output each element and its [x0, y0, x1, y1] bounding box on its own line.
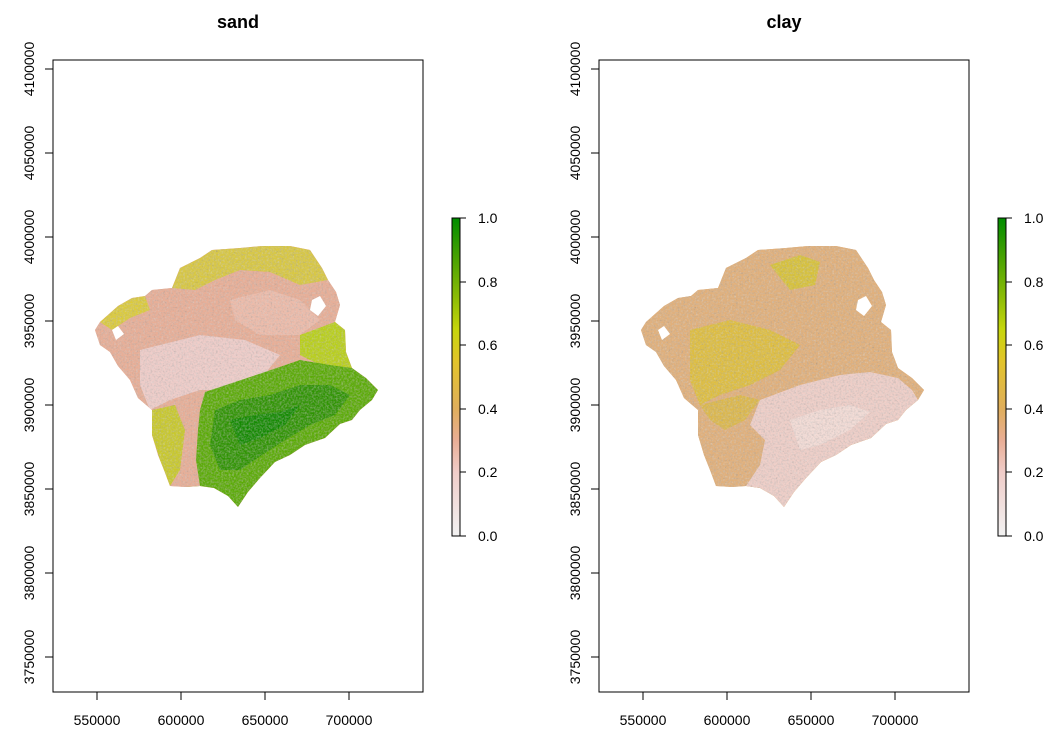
y-tick-label: 4050000 — [567, 126, 583, 181]
legend-tick-label: 0.0 — [1024, 528, 1044, 544]
y-tick-label: 4000000 — [567, 210, 583, 265]
y-tick-label: 3900000 — [21, 378, 37, 433]
panel-clay: clay — [567, 12, 1044, 728]
x-axis: 550000 600000 650000 700000 — [74, 692, 373, 728]
y-tick-label: 3900000 — [567, 378, 583, 433]
x-tick-label: 600000 — [704, 712, 751, 728]
y-tick-label: 3850000 — [21, 462, 37, 517]
legend-tick-label: 0.6 — [1024, 337, 1044, 353]
color-legend: 0.0 0.2 0.4 0.6 0.8 1.0 — [997, 210, 1044, 544]
legend-tick-label: 0.2 — [1024, 464, 1044, 480]
x-tick-label: 550000 — [620, 712, 667, 728]
x-tick-label: 650000 — [788, 712, 835, 728]
plot-frame — [598, 59, 970, 693]
x-tick-label: 650000 — [242, 712, 289, 728]
legend-tick-label: 0.4 — [1024, 401, 1044, 417]
raster-map — [641, 246, 924, 507]
x-tick-label: 700000 — [872, 712, 919, 728]
legend-tick-label: 1.0 — [478, 210, 498, 226]
legend-tick-label: 0.2 — [478, 464, 498, 480]
y-tick-label: 3950000 — [567, 294, 583, 349]
x-tick-label: 550000 — [74, 712, 121, 728]
chart-title: sand — [217, 12, 259, 32]
x-tick-label: 700000 — [326, 712, 373, 728]
legend-colorbar — [997, 217, 1007, 537]
legend-colorbar — [451, 217, 461, 537]
y-tick-label: 4000000 — [21, 210, 37, 265]
color-legend: 0.0 0.2 0.4 0.6 0.8 1.0 — [451, 210, 498, 544]
y-axis: 3750000 3800000 3850000 3900000 3950000 … — [21, 42, 53, 685]
y-tick-label: 3800000 — [567, 546, 583, 601]
y-tick-label: 3950000 — [21, 294, 37, 349]
y-tick-label: 4050000 — [21, 126, 37, 181]
y-axis: 3750000 3800000 3850000 3900000 3950000 … — [567, 42, 599, 685]
legend-tick-label: 0.8 — [478, 274, 498, 290]
chart-title: clay — [766, 12, 801, 32]
y-tick-label: 3800000 — [21, 546, 37, 601]
legend-tick-label: 0.6 — [478, 337, 498, 353]
y-tick-label: 3750000 — [21, 630, 37, 685]
legend-tick-label: 1.0 — [1024, 210, 1044, 226]
y-tick-label: 3850000 — [567, 462, 583, 517]
x-axis: 550000 600000 650000 700000 — [620, 692, 919, 728]
plot-frame — [52, 59, 424, 693]
x-tick-label: 600000 — [158, 712, 205, 728]
legend-tick-label: 0.8 — [1024, 274, 1044, 290]
raster-map — [95, 246, 378, 507]
panel-sand: sand — [21, 12, 498, 728]
y-tick-label: 4100000 — [567, 42, 583, 97]
legend-tick-label: 0.4 — [478, 401, 498, 417]
y-tick-label: 4100000 — [21, 42, 37, 97]
legend-tick-label: 0.0 — [478, 528, 498, 544]
y-tick-label: 3750000 — [567, 630, 583, 685]
